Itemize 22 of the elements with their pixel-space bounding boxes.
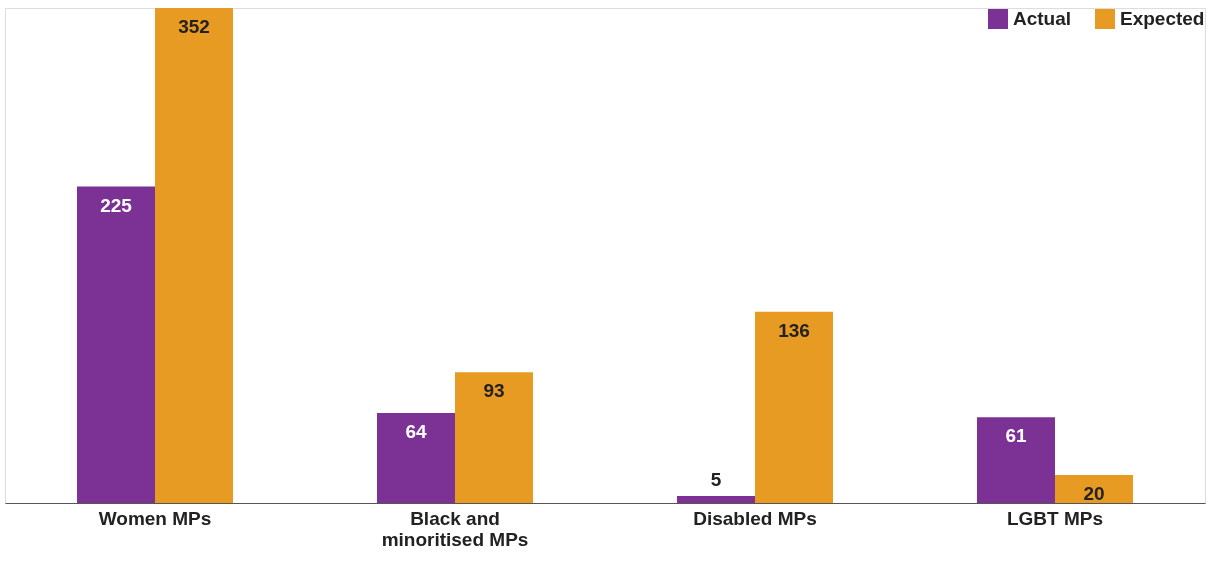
legend-label: Actual (1013, 8, 1072, 29)
x-tick-label: Black and minoritised MPs (381, 507, 529, 550)
data-label: 61 (1005, 425, 1027, 447)
data-label: 136 (778, 319, 810, 341)
bar (1055, 474, 1133, 503)
data-label: 225 (100, 194, 133, 216)
data-label: 93 (483, 380, 505, 402)
data-label: 352 (178, 16, 210, 37)
data-label: 20 (1083, 482, 1105, 504)
bar (677, 495, 755, 503)
x-tick-label: Disabled MPs (693, 507, 817, 529)
bar (455, 372, 533, 503)
data-label: 64 (405, 421, 427, 442)
legend-label: Expected (1120, 8, 1205, 29)
x-tick-label: LGBT MPs (1006, 507, 1104, 529)
bar (977, 417, 1055, 503)
bar (155, 8, 233, 503)
x-tick-label: Women MPs (98, 507, 212, 529)
bar (77, 186, 155, 503)
data-label: 5 (710, 468, 722, 490)
bar (755, 311, 833, 503)
bar (377, 413, 455, 503)
